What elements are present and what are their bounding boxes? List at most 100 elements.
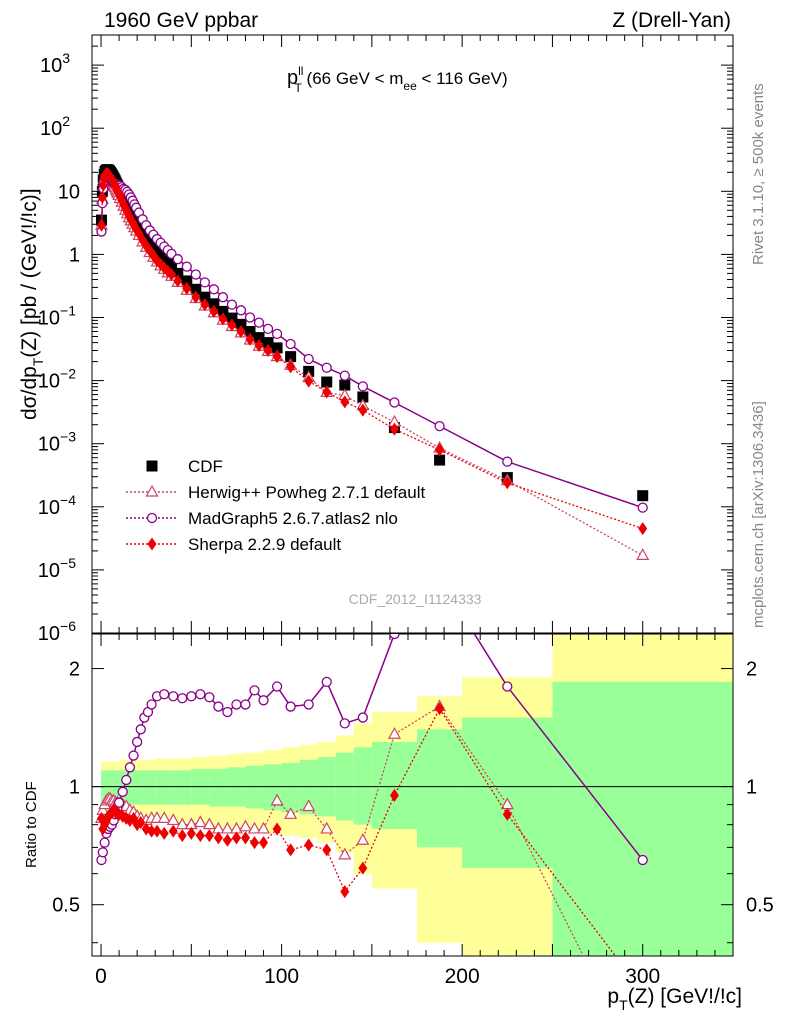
cdf-point (339, 379, 351, 391)
inner-band (173, 770, 192, 805)
sherpa-point (254, 339, 264, 353)
sherpa-point (231, 831, 241, 845)
sherpa-point (166, 268, 176, 282)
cdf-point (190, 283, 202, 295)
cdf-point (199, 291, 211, 303)
madgraph5-point (208, 284, 220, 295)
madgraph5-point (99, 837, 110, 848)
herwig-point (220, 821, 234, 834)
cdf-point (262, 337, 274, 349)
madgraph5-point (231, 699, 242, 710)
madgraph5-point (262, 323, 274, 335)
y-tick-label: 102 (40, 113, 70, 140)
sherpa-point (96, 218, 106, 232)
madgraph5-point (321, 362, 332, 373)
process-label: Z (Drell-Yan) (612, 9, 731, 32)
y-tick-label: 10−4 (38, 492, 76, 519)
herwig-point (257, 821, 271, 834)
inner-band (155, 770, 174, 805)
herwig-point (284, 807, 298, 819)
herwig-point (636, 548, 650, 560)
madgraph5-point (285, 338, 296, 350)
sherpa-point (240, 831, 250, 845)
sherpa-point (435, 443, 445, 457)
y-axis-label-ratio: Ratio to CDF (23, 781, 40, 868)
legend-marker-sherpa (147, 537, 157, 551)
madgraph5-point (213, 701, 224, 712)
sherpa-point (182, 281, 192, 295)
madgraph5-point (435, 574, 444, 583)
y-tick-label: 10−3 (38, 429, 76, 456)
sherpa-point (389, 788, 399, 802)
cdf-point (285, 351, 297, 363)
y-tick-label: 1 (69, 244, 80, 266)
sherpa-point (204, 829, 214, 843)
madgraph5-point (204, 692, 215, 703)
madgraph5-point (637, 502, 648, 513)
axis-ticks: 0 100 200 30010310210110−110−210−310−410−51… (38, 34, 774, 988)
madgraph5-point (128, 750, 139, 761)
sherpa-point (236, 325, 246, 339)
madgraph5-point (159, 689, 170, 700)
herwig-point (247, 821, 262, 834)
y-tick-label: 1 (69, 777, 80, 799)
sherpa-point (272, 822, 282, 836)
y-tick-label: 1 (746, 777, 757, 799)
y-tick-label: 0.5 (746, 895, 774, 917)
herwig-point (175, 817, 189, 830)
sherpa-point (322, 385, 332, 399)
cdf-point (226, 312, 238, 324)
madgraph5-point (177, 693, 188, 704)
y-axis-label-main: dσ/dpT(Z) [pb / (GeV!/!c)] (18, 188, 46, 420)
legend: CDF Herwig++ Powheg 2.7.1 default MadGraph… (126, 457, 425, 554)
sherpa-point (502, 807, 512, 821)
madgraph5-point (285, 701, 296, 712)
sherpa-point (186, 826, 196, 840)
madgraph5-point (124, 762, 136, 773)
uncertainty-bands (92, 634, 733, 956)
madgraph5-point (258, 695, 269, 706)
inner-band (462, 717, 553, 869)
herwig-point (157, 811, 171, 823)
herwig-point (320, 821, 334, 834)
cdf-point (172, 267, 184, 279)
cdf-point (357, 391, 369, 403)
sherpa-point (389, 422, 399, 436)
sherpa-point (245, 332, 255, 346)
cdf-point (253, 332, 265, 344)
herwig-point (270, 793, 284, 806)
sherpa-point (173, 274, 183, 288)
y-tick-label: 10−6 (38, 618, 76, 645)
madgraph5-point (249, 685, 260, 696)
x-tick-label: 200 (445, 965, 480, 988)
madgraph5-point (172, 254, 183, 265)
madgraph5-point (222, 706, 233, 718)
madgraph5-point (135, 724, 146, 735)
madgraph5-point (195, 689, 206, 700)
madgraph5-line (100, 175, 643, 509)
sherpa-point (502, 476, 512, 490)
madgraph5-point (271, 328, 283, 340)
madgraph5-point (389, 397, 400, 408)
x-axis-label: pT(Z) [GeV!/!c] (607, 985, 742, 1013)
y-tick-label: 2 (69, 659, 80, 681)
sherpa-point (136, 816, 146, 830)
madgraph5-point (502, 456, 513, 467)
cdf-point (244, 326, 256, 338)
rivet-label: Rivet 3.1.10, ≥ 500k events (750, 83, 767, 265)
herwig-point (387, 727, 401, 739)
herwig-point (356, 833, 370, 845)
sherpa-point (259, 836, 269, 850)
y-tick-label: 2 (746, 659, 757, 681)
sherpa-line (100, 173, 643, 530)
source-label: mcplots.cern.ch [arXiv:1306.3436] (750, 401, 767, 628)
ratio-panel-frame (91, 633, 734, 957)
madgraph5-point (244, 312, 256, 323)
sherpa-point (168, 824, 178, 838)
sherpa-point (227, 318, 237, 332)
madgraph5-point (217, 292, 229, 303)
sherpa-point (340, 885, 350, 899)
sherpa-point (263, 343, 273, 357)
herwig-point (202, 817, 216, 830)
